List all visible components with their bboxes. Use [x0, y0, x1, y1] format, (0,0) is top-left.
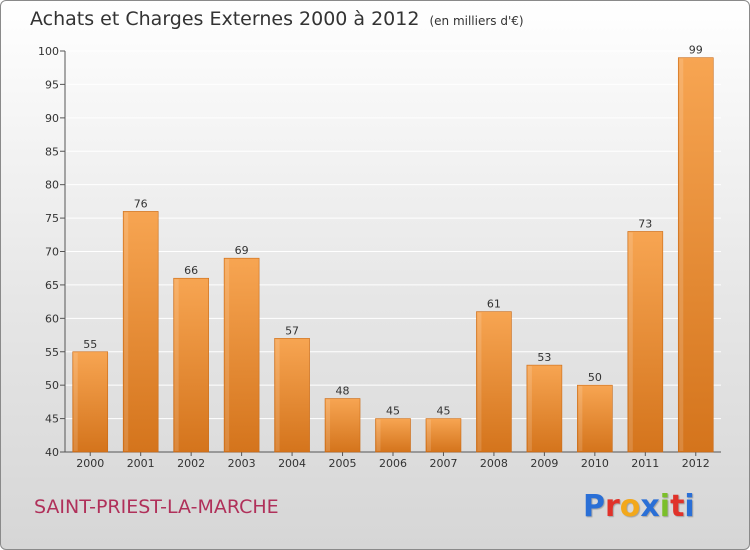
- x-tick-label: 2010: [581, 457, 609, 470]
- x-tick-label: 2008: [480, 457, 508, 470]
- chart-title: Achats et Charges Externes 2000 à 2012 (e…: [30, 8, 524, 30]
- bar-2001: [122, 211, 159, 453]
- bar-2003: [223, 257, 260, 453]
- bar-value-label: 69: [235, 244, 249, 257]
- bar-highlight: [124, 212, 129, 451]
- bar-value-label: 61: [487, 298, 501, 311]
- bar-2010: [577, 384, 613, 453]
- bar-value-label: 76: [134, 197, 148, 210]
- logo-letter: o: [619, 489, 641, 524]
- y-tick-label: 65: [45, 279, 59, 292]
- chart-title-text: Achats et Charges Externes 2000 à 2012: [30, 8, 420, 30]
- y-tick-label: 75: [45, 212, 59, 225]
- bar-highlight: [73, 352, 78, 451]
- x-tick-label: 2011: [631, 457, 659, 470]
- bar-2005: [324, 398, 361, 453]
- x-tick-label: 2000: [76, 457, 104, 470]
- x-tick-label: 2004: [278, 457, 306, 470]
- bar-2012: [677, 57, 714, 453]
- y-tick-label: 90: [45, 112, 59, 125]
- bar-2004: [274, 338, 310, 453]
- x-tick-label: 2007: [429, 457, 457, 470]
- x-tick-label: 2001: [127, 457, 155, 470]
- bar-2011: [627, 231, 664, 453]
- logo-letter: r: [605, 489, 620, 524]
- bar-highlight: [275, 339, 280, 451]
- commune-name: SAINT-PRIEST-LA-MARCHE: [34, 496, 279, 518]
- y-tick-label: 55: [45, 346, 59, 359]
- bar-highlight: [527, 366, 532, 451]
- bar-value-label: 48: [336, 385, 350, 398]
- bar-value-label: 57: [285, 324, 299, 337]
- bar-value-label: 99: [689, 44, 703, 57]
- bar-highlight: [174, 279, 179, 451]
- x-tick-label: 2006: [379, 457, 407, 470]
- bar-value-label: 50: [588, 371, 602, 384]
- logo-letter: i: [659, 489, 671, 524]
- bar-value-label: 55: [83, 338, 97, 351]
- x-tick-label: 2005: [329, 457, 357, 470]
- bar-2000: [72, 351, 109, 453]
- logo-letter: P: [583, 489, 605, 524]
- x-tick-label: 2003: [228, 457, 256, 470]
- y-tick-label: 100: [38, 45, 59, 58]
- bar-2008: [476, 311, 512, 453]
- y-tick-label: 95: [45, 78, 59, 91]
- y-tick-label: 50: [45, 379, 59, 392]
- bar-2002: [173, 277, 209, 453]
- y-tick-label: 80: [45, 179, 59, 192]
- bar-value-label: 45: [386, 405, 400, 418]
- bar-value-label: 45: [436, 405, 450, 418]
- bar-value-label: 73: [638, 217, 652, 230]
- bar-2007: [425, 418, 462, 453]
- proxiti-logo: Proxiti: [583, 489, 695, 524]
- grid: [65, 50, 721, 453]
- x-tick-label: 2009: [530, 457, 558, 470]
- y-tick-label: 60: [45, 312, 59, 325]
- logo-letter: x: [640, 489, 660, 524]
- y-tick-label: 40: [45, 446, 59, 459]
- x-tick-label: 2012: [682, 457, 710, 470]
- logo-letter: t: [670, 489, 685, 524]
- y-tick-label: 85: [45, 145, 59, 158]
- y-tick-label: 70: [45, 246, 59, 259]
- bar-highlight: [628, 232, 633, 451]
- labels: 55 2000 76 2001 66 2002 69 2003 57 2004 48 2005 45 20…: [76, 44, 710, 470]
- bar-value-label: 66: [184, 264, 198, 277]
- bar-highlight: [477, 312, 482, 451]
- bar-value-label: 53: [537, 351, 551, 364]
- bar-highlight: [426, 419, 431, 451]
- bar-highlight: [326, 399, 331, 451]
- bar-2009: [526, 364, 563, 453]
- bar-highlight: [225, 259, 230, 451]
- bar-2006: [375, 418, 411, 453]
- x-tick-label: 2002: [177, 457, 205, 470]
- bars: [72, 57, 714, 453]
- bar-highlight: [376, 419, 381, 451]
- bar-highlight: [578, 386, 583, 451]
- logo-letter: i: [684, 489, 695, 524]
- bar-highlight: [679, 58, 684, 451]
- unit-label: (en milliers d'€): [429, 14, 524, 28]
- y-tick-label: 45: [45, 413, 59, 426]
